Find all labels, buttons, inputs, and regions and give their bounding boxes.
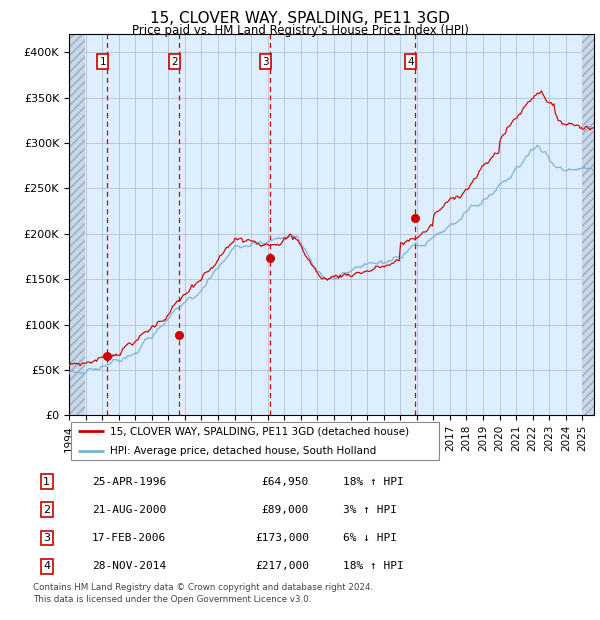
- Text: 3: 3: [262, 56, 269, 66]
- Text: 18% ↑ HPI: 18% ↑ HPI: [343, 561, 404, 571]
- Text: 6% ↓ HPI: 6% ↓ HPI: [343, 533, 397, 543]
- Text: £217,000: £217,000: [255, 561, 309, 571]
- Text: 28-NOV-2014: 28-NOV-2014: [92, 561, 166, 571]
- Text: HPI: Average price, detached house, South Holland: HPI: Average price, detached house, Sout…: [110, 446, 376, 456]
- Text: 1: 1: [100, 56, 106, 66]
- Text: 4: 4: [407, 56, 414, 66]
- Text: 4: 4: [43, 561, 50, 571]
- Text: 1: 1: [43, 477, 50, 487]
- Text: This data is licensed under the Open Government Licence v3.0.: This data is licensed under the Open Gov…: [33, 595, 311, 604]
- Bar: [583, 34, 599, 415]
- Text: 17-FEB-2006: 17-FEB-2006: [92, 533, 166, 543]
- Text: £173,000: £173,000: [255, 533, 309, 543]
- Text: £64,950: £64,950: [262, 477, 309, 487]
- FancyBboxPatch shape: [71, 422, 439, 460]
- Text: Contains HM Land Registry data © Crown copyright and database right 2024.: Contains HM Land Registry data © Crown c…: [33, 583, 373, 592]
- Text: 15, CLOVER WAY, SPALDING, PE11 3GD: 15, CLOVER WAY, SPALDING, PE11 3GD: [150, 11, 450, 26]
- Text: 18% ↑ HPI: 18% ↑ HPI: [343, 477, 404, 487]
- Text: 2: 2: [43, 505, 50, 515]
- Text: Price paid vs. HM Land Registry's House Price Index (HPI): Price paid vs. HM Land Registry's House …: [131, 24, 469, 37]
- Text: £89,000: £89,000: [262, 505, 309, 515]
- Text: 21-AUG-2000: 21-AUG-2000: [92, 505, 166, 515]
- Text: 2: 2: [171, 56, 178, 66]
- Text: 25-APR-1996: 25-APR-1996: [92, 477, 166, 487]
- Text: 3% ↑ HPI: 3% ↑ HPI: [343, 505, 397, 515]
- Bar: [69, 34, 85, 415]
- Text: 3: 3: [43, 533, 50, 543]
- Text: 15, CLOVER WAY, SPALDING, PE11 3GD (detached house): 15, CLOVER WAY, SPALDING, PE11 3GD (deta…: [110, 426, 409, 436]
